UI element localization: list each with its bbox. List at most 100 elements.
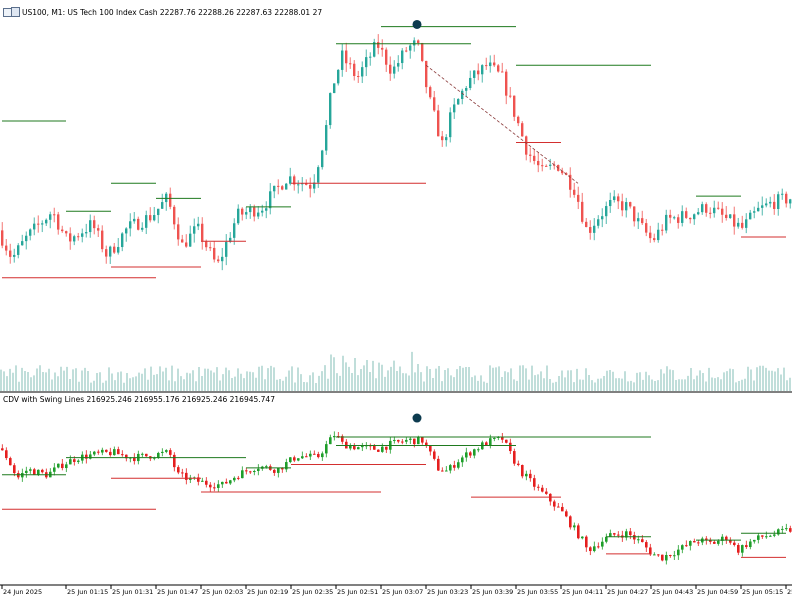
candle-body [309,453,312,457]
candle-body [413,438,416,445]
candle-body [441,136,444,141]
candle-body [265,466,268,468]
candle-body [237,477,240,479]
candle-body [697,212,700,215]
candle-body [93,220,96,229]
candle-body [409,45,412,51]
candle-body [701,204,704,213]
time-tick-label: 25 Jun 01:47 [157,588,199,596]
candle-body [277,185,280,187]
candle-body [349,445,352,449]
candle-body [657,554,660,556]
candle-body [785,528,788,530]
candle-body [405,439,408,442]
candle-body [725,536,728,541]
candle-body [489,438,492,446]
candle-body [53,467,56,472]
candle-body [733,542,736,545]
candle-body [181,472,184,474]
candle-body [69,233,72,242]
candle-body [57,463,60,468]
candle-body [61,229,64,232]
candle-body [177,467,180,473]
candle-body [525,136,528,155]
candle-body [453,465,456,468]
candle-body [301,456,304,459]
candle-body [145,453,148,457]
candle-body [457,99,460,105]
candle-body [581,201,584,222]
candle-body [569,174,572,190]
candle-body [221,481,224,485]
candle-body [401,50,404,64]
candle-body [665,555,668,561]
candle-body [281,186,284,190]
pivot-marker [412,19,422,29]
candle-body [693,541,696,543]
candle-body [345,50,348,64]
candle-body [9,250,12,257]
candle-body [101,230,104,250]
candle-body [749,212,752,220]
candle-body [37,469,40,475]
candle-body [665,214,668,231]
chart-window-icon-overlay [11,7,20,17]
candle-body [197,477,200,482]
candle-body [449,112,452,138]
candle-body [173,454,176,468]
candle-body [389,64,392,74]
candle-body [549,493,552,502]
candle-body [1,448,4,451]
candle-body [317,453,320,458]
candle-body [185,242,188,247]
candle-body [645,223,648,233]
candle-body [781,528,784,530]
candle-body [437,110,440,137]
candle-body [5,450,8,459]
volume-layer [0,351,791,391]
candle-body [161,451,164,453]
candle-body [265,208,268,211]
candle-body [25,235,28,242]
candle-body [469,77,472,88]
candle-body [777,194,780,209]
candle-body [605,206,608,217]
candle-body [517,463,520,466]
candle-body [129,221,132,229]
candle-body [641,539,644,543]
candle-body [305,456,308,458]
candle-body [613,196,616,201]
candle-body [81,233,84,237]
candle-body [157,452,160,458]
candle-body [125,454,128,459]
candle-body [193,226,196,234]
candle-body [473,70,476,78]
candle-body [353,445,356,450]
candle-body [409,438,412,440]
candle-body [517,116,520,124]
candle-body [677,217,680,223]
indicator-title: CDV with Swing Lines 216925.246 216955.1… [3,395,275,404]
candle-body [509,442,512,452]
candle-body [781,193,784,195]
candle-body [473,449,476,456]
candle-body [657,229,660,241]
candle-body [449,465,452,471]
candle-body [113,246,116,253]
candle-body [233,477,236,481]
candle-body [257,212,260,217]
candle-body [445,137,448,141]
candle-body [653,554,656,556]
candle-body [241,470,244,479]
candle-body [205,480,208,485]
candle-body [45,219,48,224]
candle-body [693,214,696,220]
candle-body [353,63,356,77]
candle-body [361,445,364,448]
candle-body [573,189,576,195]
time-tick-label: 25 Jun 02:35 [292,588,334,596]
candle-body [573,525,576,528]
candle-body [733,214,736,227]
candle-body [233,223,236,238]
